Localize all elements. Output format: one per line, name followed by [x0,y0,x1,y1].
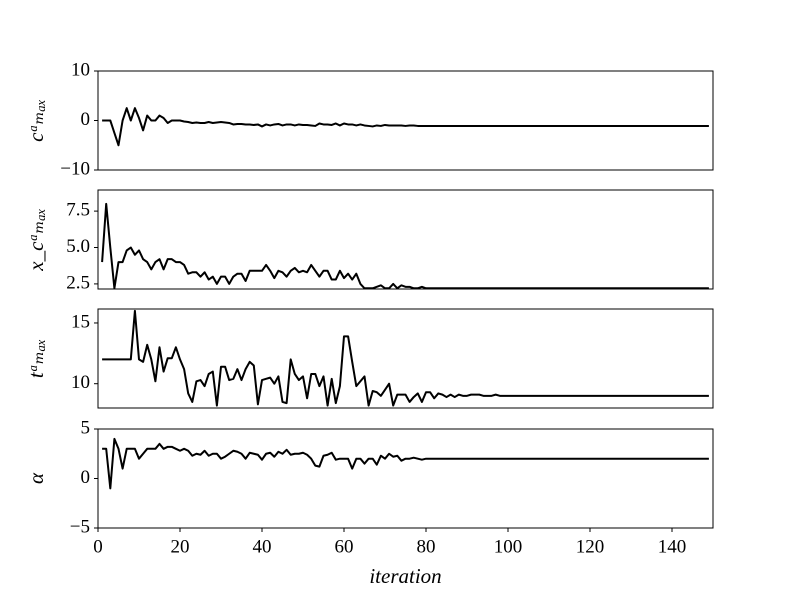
axes-frame [97,308,714,409]
y-tick-label: 0 [81,467,91,488]
y-tick-label: 10 [71,59,90,80]
data-line [101,202,709,290]
x-axis-label: iteration [369,564,441,588]
x-tick-label: 120 [576,536,605,557]
y-axis-label: α [24,472,48,484]
axes-frame [97,189,714,290]
x-tick-label: 100 [494,536,523,557]
y-tick-label: 0 [81,109,91,130]
y-tick-label: 2.5 [66,272,90,293]
x-tick-label: 80 [417,536,436,557]
y-tick-label: 7.5 [66,199,90,220]
y-tick-label: −5 [70,516,90,537]
y-tick-label: 15 [71,311,90,332]
y-axis-label: x_cᵃₘₐₓ [24,208,48,272]
x-tick-label: 20 [171,536,190,557]
y-tick-label: −10 [60,158,90,179]
data-line [102,437,709,490]
axes-frame [97,428,714,529]
y-tick-label: 5.0 [66,236,90,257]
y-tick-label: 10 [71,372,90,393]
data-line [102,309,709,407]
data-line [102,107,709,147]
x-tick-label: 40 [253,536,272,557]
y-tick-label: 5 [81,417,91,438]
x-tick-label: 0 [93,536,103,557]
y-axis-label: cᵃₘₐₓ [24,99,48,142]
x-tick-label: 60 [335,536,354,557]
y-axis-label: tᵃₘₐₓ [24,339,48,378]
axes-frame [97,70,714,171]
x-tick-label: 140 [658,536,687,557]
